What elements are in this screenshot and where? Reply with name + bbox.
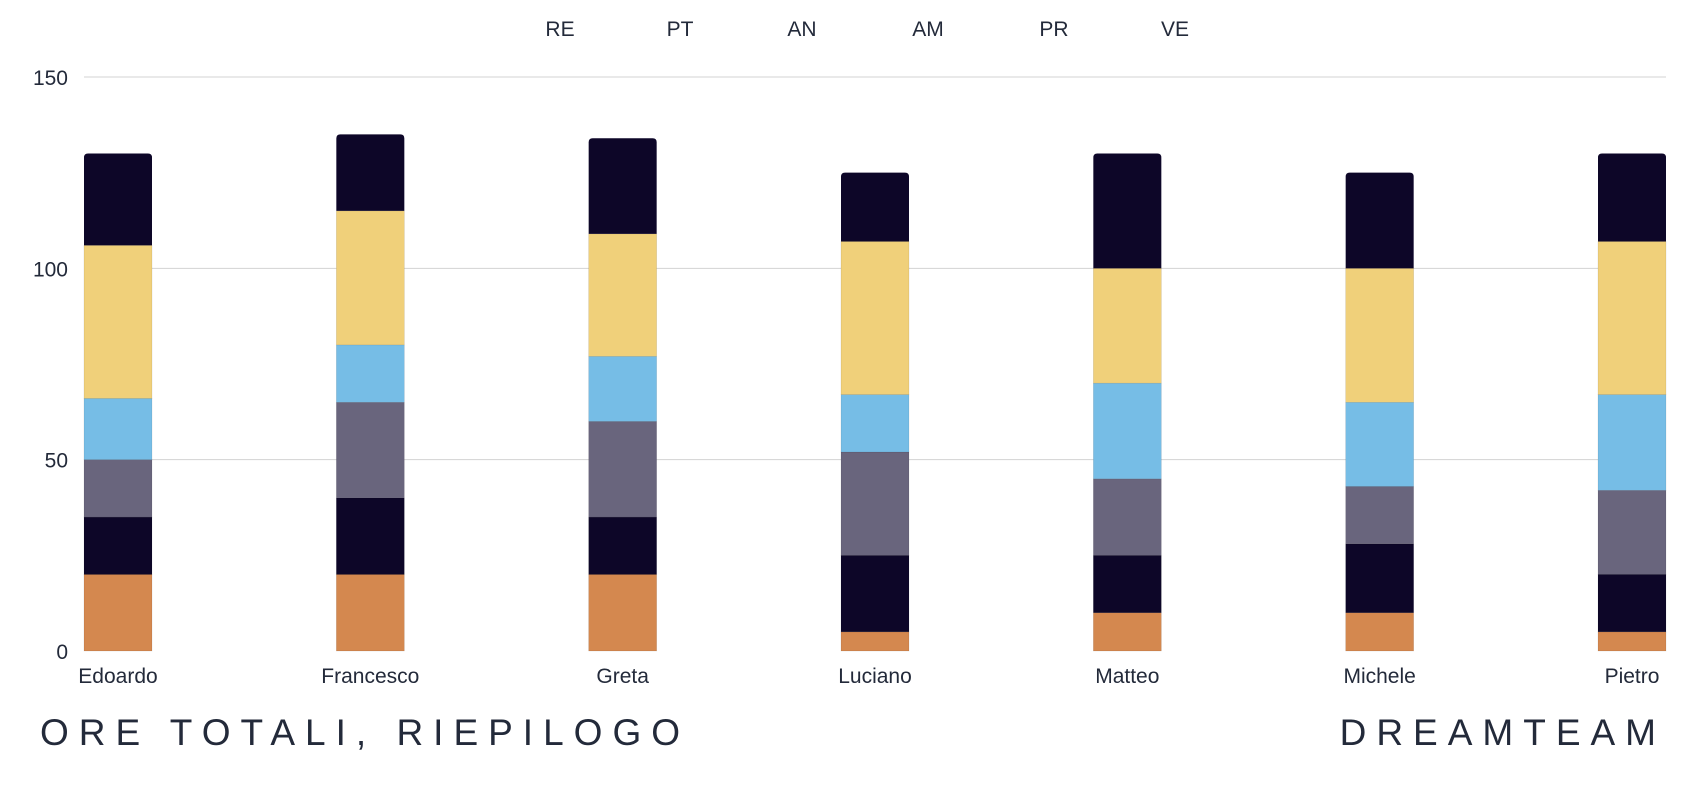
bar-segment-re[interactable] (588, 574, 657, 652)
bar-stack[interactable] (1345, 172, 1414, 652)
legend-item[interactable]: PR (1039, 18, 1068, 41)
bar-segment-am[interactable] (1093, 382, 1162, 480)
x-category-label: Francesco (321, 665, 419, 688)
bar-segment-am[interactable] (1345, 402, 1414, 487)
bar-segment-re[interactable] (83, 574, 153, 652)
x-category-label: Matteo (1095, 665, 1159, 688)
bar-segment-pt[interactable] (1597, 574, 1667, 633)
bar-segment-pr[interactable] (588, 233, 657, 357)
bar-segment-pt[interactable] (840, 555, 910, 633)
bar-segment-an[interactable] (588, 421, 657, 518)
y-tick-label: 150 (33, 67, 68, 90)
x-category-label: Greta (596, 665, 649, 688)
bar-segment-ve[interactable] (588, 138, 657, 234)
bar-segment-ve[interactable] (84, 153, 152, 246)
bar-segment-an[interactable] (336, 402, 405, 499)
bar-segment-ve[interactable] (1598, 153, 1666, 242)
bar-segment-re[interactable] (1093, 612, 1162, 652)
bar-segment-pr[interactable] (336, 210, 405, 346)
bar-segment-pr[interactable] (1597, 241, 1667, 395)
bar-stack[interactable] (83, 153, 153, 652)
x-category-label: Luciano (838, 665, 912, 688)
legend-item[interactable]: PT (667, 18, 694, 41)
bar-segment-an[interactable] (1597, 490, 1667, 575)
x-category-label: Michele (1343, 665, 1415, 688)
stacked-bar-chart: 0 50 100 150 RE PT AN AM PR VE Edoardo Francesco G… (33, 18, 1667, 688)
y-axis-ticks: 0 50 100 150 (33, 67, 68, 664)
bar-segment-re[interactable] (840, 631, 910, 652)
bar-stack[interactable] (1093, 153, 1162, 652)
chart-footer-title: ORE TOTALI, RIEPILOGO (40, 712, 691, 753)
bar-segment-pr[interactable] (840, 241, 910, 395)
bars (83, 134, 1667, 652)
bar-segment-pt[interactable] (1345, 543, 1414, 613)
legend-item[interactable]: VE (1161, 18, 1189, 41)
bar-segment-an[interactable] (1093, 478, 1162, 556)
x-category-label: Edoardo (78, 665, 157, 688)
bar-segment-pt[interactable] (1093, 555, 1162, 613)
bar-segment-am[interactable] (840, 394, 910, 453)
bar-segment-pt[interactable] (336, 497, 405, 575)
bar-segment-an[interactable] (83, 459, 153, 518)
bar-segment-pt[interactable] (588, 516, 657, 575)
legend-item[interactable]: RE (545, 18, 574, 41)
legend-item[interactable]: AN (787, 18, 816, 41)
bar-segment-re[interactable] (1597, 631, 1667, 652)
bar-segment-am[interactable] (83, 398, 153, 460)
y-tick-label: 100 (33, 258, 68, 281)
bar-segment-pr[interactable] (1093, 268, 1162, 384)
y-tick-label: 50 (45, 450, 68, 473)
bar-segment-ve[interactable] (336, 134, 405, 211)
bar-segment-am[interactable] (588, 356, 657, 422)
bar-segment-pt[interactable] (83, 516, 153, 575)
bar-segment-am[interactable] (1597, 394, 1667, 491)
x-axis-labels: Edoardo Francesco Greta Luciano Matteo Michel… (78, 665, 1659, 688)
bar-segment-am[interactable] (336, 344, 405, 403)
bar-segment-an[interactable] (840, 451, 910, 556)
brand-name: DREAMTEAM (1339, 712, 1666, 753)
bar-segment-an[interactable] (1345, 486, 1414, 545)
bar-segment-re[interactable] (1345, 612, 1414, 652)
bar-stack[interactable] (588, 138, 657, 652)
bar-segment-pr[interactable] (83, 245, 153, 399)
y-tick-label: 0 (56, 641, 68, 664)
legend: RE PT AN AM PR VE (545, 18, 1189, 41)
bar-stack[interactable] (336, 134, 405, 652)
bar-stack[interactable] (1597, 153, 1667, 652)
bar-segment-ve[interactable] (1345, 172, 1414, 269)
bar-segment-pr[interactable] (1345, 268, 1414, 403)
bar-stack[interactable] (840, 172, 910, 652)
bar-segment-re[interactable] (336, 574, 405, 652)
bar-segment-ve[interactable] (1093, 153, 1162, 269)
legend-item[interactable]: AM (912, 18, 944, 41)
bar-segment-ve[interactable] (841, 172, 909, 242)
x-category-label: Pietro (1605, 665, 1660, 688)
